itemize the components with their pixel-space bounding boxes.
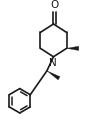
Text: N: N: [49, 58, 57, 68]
Polygon shape: [47, 71, 60, 80]
Polygon shape: [67, 46, 79, 51]
Text: O: O: [51, 0, 59, 10]
